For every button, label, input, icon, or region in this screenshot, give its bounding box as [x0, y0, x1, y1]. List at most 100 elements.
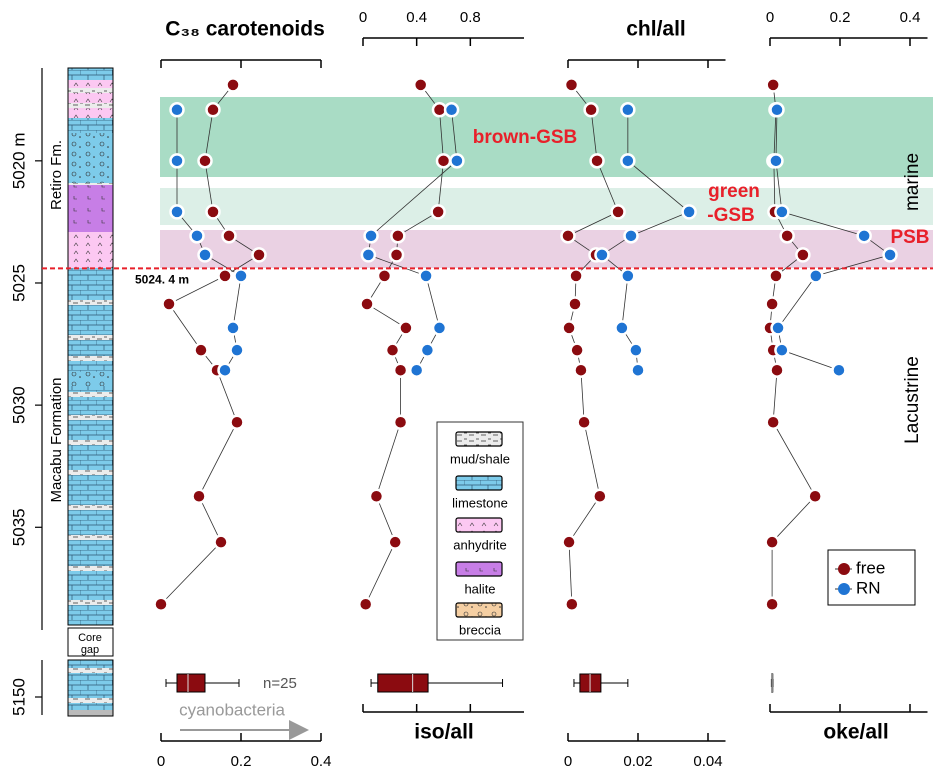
x-tick-label: 0	[157, 753, 165, 770]
lithology-layer	[68, 185, 113, 232]
annotation: cyanobacteria	[179, 700, 285, 719]
data-point	[621, 269, 634, 282]
data-point	[231, 416, 244, 429]
data-point	[593, 490, 606, 503]
x-tick-label: 0	[359, 9, 367, 26]
x-tick-label: 0.4	[406, 9, 427, 26]
data-point	[612, 205, 625, 218]
data-point	[615, 321, 628, 334]
data-point	[766, 297, 779, 310]
data-point	[432, 205, 445, 218]
lithology-layer	[68, 80, 113, 88]
data-point	[394, 416, 407, 429]
lithology-layer	[68, 68, 113, 80]
data-point	[420, 269, 433, 282]
core-gap-label: gap	[81, 644, 99, 656]
data-point	[683, 205, 696, 218]
lithology-layer	[68, 183, 113, 185]
data-point	[171, 205, 184, 218]
data-point	[809, 490, 822, 503]
shale-band	[68, 470, 113, 475]
legend-swatch	[838, 563, 850, 575]
lithology-swatch	[456, 476, 502, 490]
shale-band	[68, 566, 113, 571]
lithology-layer	[68, 268, 113, 625]
data-point	[766, 536, 779, 549]
panel-title: C₃₈ carotenoids	[165, 18, 325, 41]
data-point	[621, 103, 634, 116]
legend-label: RN	[856, 578, 881, 597]
data-point	[767, 416, 780, 429]
data-point	[191, 229, 204, 242]
x-tick-label: 0.4	[900, 9, 921, 26]
lithology-label: anhydrite	[453, 537, 506, 552]
shale-band	[68, 505, 113, 510]
y-tick-label: 5025	[9, 264, 28, 302]
zones	[160, 97, 933, 268]
lithology-swatch	[456, 432, 502, 446]
core-gap-label: Core	[78, 632, 102, 644]
data-point	[769, 154, 782, 167]
zone-label: brown-GSB	[473, 127, 578, 148]
data-point	[195, 344, 208, 357]
lithology-layer	[68, 88, 113, 93]
figure: Coregap5020 m5025503050355150Retiro Fm.M…	[0, 0, 933, 771]
x-tick-label: 0.2	[830, 9, 851, 26]
data-point	[437, 154, 450, 167]
data-point	[361, 297, 374, 310]
data-point	[565, 598, 578, 611]
data-point	[219, 364, 232, 377]
data-point	[199, 248, 212, 261]
data-point	[578, 416, 591, 429]
data-point	[585, 103, 598, 116]
lithology-label: breccia	[459, 622, 502, 637]
y-tick-label: 5150	[9, 678, 28, 716]
lithology-layer	[68, 103, 113, 108]
data-point	[421, 344, 434, 357]
x-tick-label: 0.04	[693, 753, 722, 770]
data-point	[565, 78, 578, 91]
data-point	[433, 321, 446, 334]
data-point	[884, 248, 897, 261]
zone-label: green	[708, 181, 760, 202]
panel-title: chl/all	[626, 18, 686, 41]
data-point	[207, 205, 220, 218]
lithology-layer	[68, 108, 113, 118]
box	[177, 674, 205, 692]
data-point	[155, 598, 168, 611]
zone-band	[160, 188, 933, 225]
data-point	[171, 154, 184, 167]
data-point	[571, 344, 584, 357]
data-point	[199, 154, 212, 167]
zone-band	[160, 230, 933, 268]
formation-label: Macabu Formation	[48, 377, 65, 502]
shale-band	[68, 440, 113, 445]
lithology-swatch	[456, 518, 502, 532]
data-point	[766, 598, 779, 611]
data-point	[595, 248, 608, 261]
x-tick-label: 0.4	[311, 753, 332, 770]
legend-label: free	[856, 558, 885, 577]
shale-band	[68, 335, 113, 340]
data-point	[378, 269, 391, 282]
data-point	[235, 269, 248, 282]
lithology-label: mud/shale	[450, 451, 510, 466]
data-point	[629, 344, 642, 357]
shale-band	[68, 698, 113, 703]
data-point	[775, 205, 788, 218]
zone-label: PSB	[890, 227, 929, 248]
data-point	[171, 103, 184, 116]
box	[378, 674, 428, 692]
lithology-swatch	[456, 562, 502, 576]
lithology-swatch	[456, 603, 502, 617]
data-point	[562, 229, 575, 242]
x-tick-label: 0.02	[623, 753, 652, 770]
x-tick-label: 0.2	[231, 753, 252, 770]
data-point	[775, 344, 788, 357]
data-point	[394, 364, 407, 377]
data-point	[591, 154, 604, 167]
data-point	[632, 364, 645, 377]
data-point	[207, 103, 220, 116]
data-point	[569, 297, 582, 310]
